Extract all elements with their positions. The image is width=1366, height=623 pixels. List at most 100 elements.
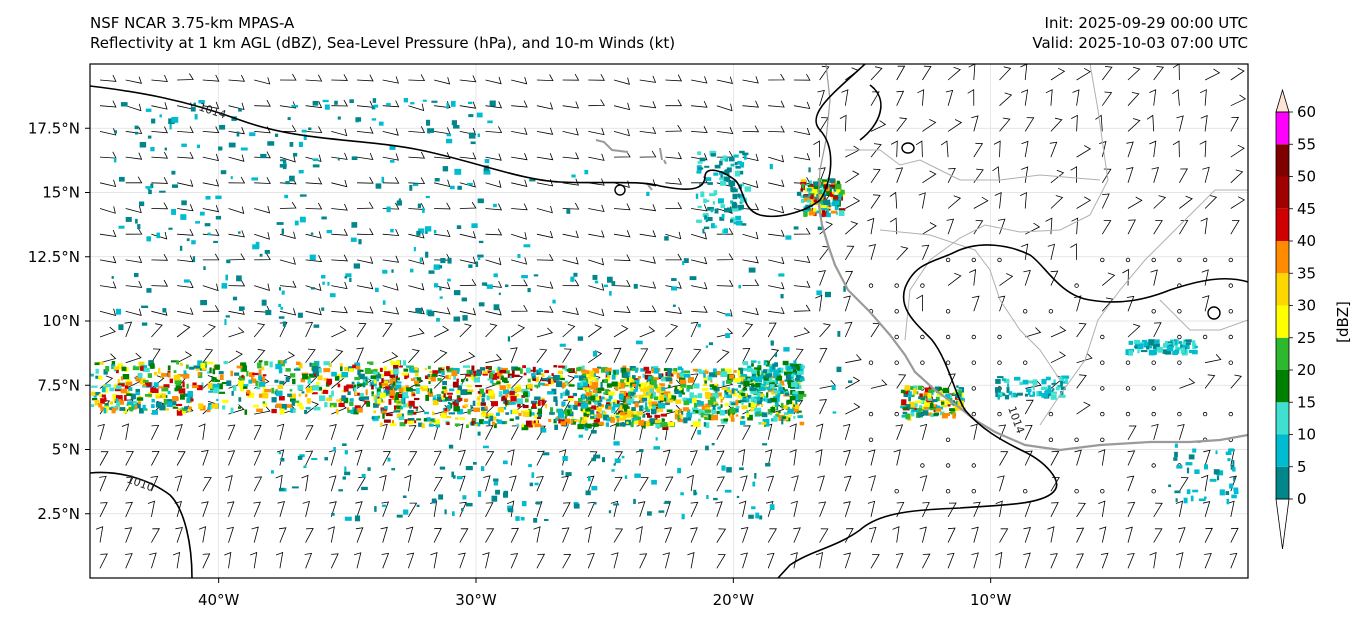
wind-barb xyxy=(485,354,502,364)
reflectivity-cell xyxy=(386,103,391,106)
reflectivity-cell xyxy=(924,401,931,407)
reflectivity-cell xyxy=(910,410,915,417)
reflectivity-cell xyxy=(463,398,469,403)
reflectivity-cell xyxy=(329,402,337,408)
wind-barb xyxy=(1024,424,1033,440)
reflectivity-cell xyxy=(921,400,927,403)
wind-barb xyxy=(870,143,882,158)
wind-barb xyxy=(202,477,212,492)
reflectivity-cell xyxy=(168,372,171,378)
reflectivity-cell xyxy=(759,376,766,380)
reflectivity-field xyxy=(90,98,1239,523)
reflectivity-cell xyxy=(366,401,371,407)
reflectivity-cell xyxy=(750,390,758,394)
wind-barb xyxy=(459,75,477,83)
reflectivity-cell xyxy=(483,169,491,175)
reflectivity-cell xyxy=(415,407,418,412)
wind-barb xyxy=(202,74,220,82)
wind-barb xyxy=(845,354,862,364)
reflectivity-cell xyxy=(453,290,461,296)
reflectivity-cell xyxy=(724,489,732,493)
wind-barb xyxy=(1126,295,1135,312)
wind-barb xyxy=(639,150,657,158)
reflectivity-cell xyxy=(633,283,638,289)
reflectivity-cell xyxy=(720,368,725,373)
reflectivity-cell xyxy=(956,385,959,388)
wind-barb xyxy=(1201,474,1209,492)
reflectivity-cell xyxy=(782,405,788,409)
wind-barb xyxy=(433,325,450,338)
map-time-info: Init: 2025-09-29 00:00 UTC Valid: 2025-1… xyxy=(1032,13,1248,53)
wind-barb xyxy=(125,399,134,415)
reflectivity-cell xyxy=(504,370,510,374)
reflectivity-cell xyxy=(360,369,364,372)
reflectivity-cell xyxy=(707,399,714,405)
reflectivity-cell xyxy=(217,383,223,390)
reflectivity-cell xyxy=(595,391,602,394)
wind-barb xyxy=(276,423,285,440)
axis-ticks: 40°W 30°W 20°W 10°W2.5°N5°N7.5°N10°N12.5°N1… xyxy=(28,119,1012,609)
reflectivity-cell xyxy=(487,120,493,124)
wind-barb xyxy=(1204,527,1213,543)
reflectivity-cell xyxy=(184,406,189,410)
reflectivity-cell xyxy=(1175,339,1178,345)
wind-barb xyxy=(716,528,727,543)
reflectivity-cell xyxy=(686,385,694,390)
wind-barb xyxy=(483,475,491,492)
wind-barb xyxy=(1153,322,1162,338)
reflectivity-cell xyxy=(425,375,430,379)
reflectivity-cell xyxy=(791,376,794,381)
reflectivity-cell xyxy=(452,511,455,516)
reflectivity-cell xyxy=(769,504,775,510)
reflectivity-cell xyxy=(181,143,187,147)
reflectivity-cell xyxy=(693,403,697,408)
reflectivity-cell xyxy=(935,408,942,412)
reflectivity-cell xyxy=(298,170,304,174)
wind-barb xyxy=(716,76,733,84)
reflectivity-cell xyxy=(103,407,107,414)
wind-barb xyxy=(587,451,598,466)
reflectivity-cell xyxy=(834,205,839,211)
wind-barb xyxy=(201,449,209,466)
reflectivity-cell xyxy=(583,382,588,387)
reflectivity-cell xyxy=(321,307,325,311)
reflectivity-cell xyxy=(630,421,634,428)
reflectivity-cell xyxy=(755,383,761,388)
wind-barb xyxy=(1100,552,1109,569)
calm-wind-marker xyxy=(920,463,925,468)
reflectivity-cell xyxy=(425,231,428,234)
reflectivity-cell xyxy=(285,181,290,185)
wind-barb xyxy=(1102,272,1116,286)
reflectivity-cell xyxy=(446,367,454,373)
wind-barb xyxy=(511,127,528,135)
reflectivity-cell xyxy=(192,256,196,262)
reflectivity-cell xyxy=(647,422,654,426)
reflectivity-cell xyxy=(466,389,474,393)
reflectivity-cell xyxy=(503,389,510,395)
wind-barb xyxy=(1200,114,1208,132)
reflectivity-cell xyxy=(377,391,382,395)
wind-barb xyxy=(738,448,746,466)
wind-barb xyxy=(382,283,399,291)
reflectivity-cell xyxy=(682,407,689,412)
wind-barb xyxy=(485,203,503,211)
reflectivity-cell xyxy=(238,406,241,409)
wind-barb xyxy=(1076,401,1091,415)
reflectivity-cell xyxy=(674,409,678,416)
wind-barb xyxy=(742,100,760,108)
wind-barb xyxy=(151,102,168,110)
reflectivity-cell xyxy=(764,381,767,385)
coastline xyxy=(816,199,1248,452)
reflectivity-cell xyxy=(757,360,761,365)
reflectivity-cell xyxy=(549,412,555,415)
reflectivity-cell xyxy=(240,147,248,151)
reflectivity-cell xyxy=(349,401,354,406)
reflectivity-cell xyxy=(115,369,119,374)
reflectivity-cell xyxy=(1167,342,1172,346)
reflectivity-cell xyxy=(425,195,430,199)
reflectivity-cell xyxy=(750,402,756,408)
reflectivity-cell xyxy=(264,250,270,254)
reflectivity-cell xyxy=(715,370,723,376)
reflectivity-cell xyxy=(262,386,266,390)
